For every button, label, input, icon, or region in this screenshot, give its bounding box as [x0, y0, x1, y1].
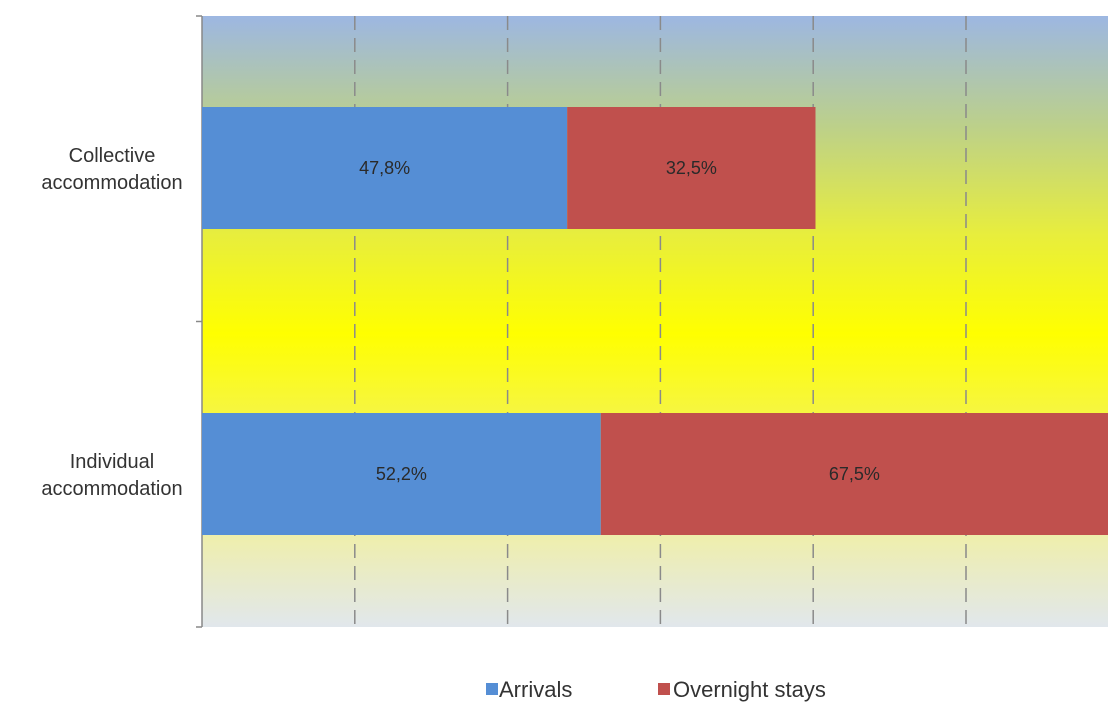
category-labels: Collective accommodation Individual accommo… [41, 145, 182, 500]
category-axis [196, 15, 203, 628]
data-label-arrivals-2: 52,2% [376, 464, 427, 484]
bar-arrivals-2 [202, 413, 601, 535]
category-label-2-line-2: accommodation [41, 478, 182, 500]
legend-label-overnight-stays: Overnight stays [673, 677, 826, 702]
bar-arrivals-1 [202, 107, 568, 229]
legend-swatch-overnight-stays [658, 683, 670, 695]
legend-swatch-arrivals [486, 683, 498, 695]
category-label-2-line-1: Individual [70, 451, 155, 473]
data-label-arrivals-1: 47,8% [359, 158, 410, 178]
legend: Arrivals Overnight stays [486, 677, 826, 702]
bars: 47,8% 32,5% 52,2% 67,5% [202, 107, 1108, 535]
category-label-1-line-2: accommodation [41, 172, 182, 194]
category-label-1-line-1: Collective [69, 145, 156, 167]
bar-overnight-stays-2 [600, 413, 1108, 535]
bar-overnight-stays-1 [567, 107, 816, 229]
data-label-overnight-stays-2: 67,5% [829, 464, 880, 484]
legend-label-arrivals: Arrivals [499, 677, 572, 702]
data-label-overnight-stays-1: 32,5% [666, 158, 717, 178]
